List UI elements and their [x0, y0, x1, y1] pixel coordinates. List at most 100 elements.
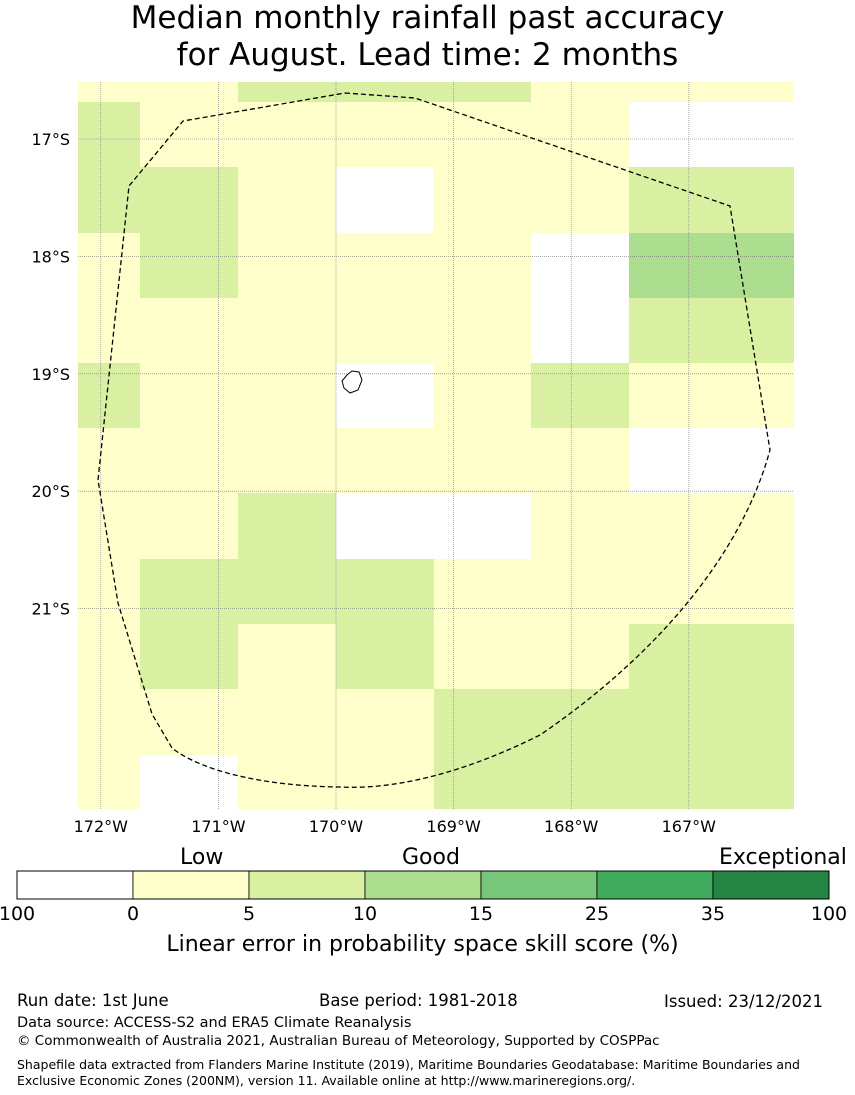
- colorbar-tick: 35: [700, 903, 726, 925]
- title-line-2: for August. Lead time: 2 months: [176, 37, 679, 73]
- colorbar-swatch: [364, 870, 482, 900]
- grid-cell: [434, 689, 531, 755]
- grid-cell: [336, 493, 434, 559]
- grid-cell: [531, 755, 629, 809]
- grid-cell: [238, 624, 336, 689]
- grid-cell: [78, 755, 140, 809]
- grid-cell: [336, 233, 434, 298]
- grid-cell: [531, 689, 629, 755]
- colorbar-swatch: [480, 870, 598, 900]
- map-title: Median monthly rainfall past accuracy fo…: [0, 0, 855, 74]
- grid-cell: [531, 298, 629, 363]
- grid-cell: [238, 82, 336, 102]
- grid-cell: [78, 624, 140, 689]
- grid-cell: [629, 624, 727, 689]
- grid-cell: [140, 233, 238, 298]
- grid-cell: [727, 624, 794, 689]
- grid-cell: [727, 167, 794, 233]
- grid-cell: [238, 298, 336, 363]
- grid-cell: [629, 102, 727, 167]
- grid-cell: [531, 559, 629, 624]
- grid-cell: [78, 689, 140, 755]
- grid-cell: [629, 363, 727, 428]
- category-exceptional: Exceptional: [719, 845, 847, 870]
- grid-cell: [629, 233, 727, 298]
- grid-cell: [629, 559, 727, 624]
- grid-cell: [140, 428, 238, 493]
- copyright: © Commonwealth of Australia 2021, Austra…: [17, 1033, 660, 1049]
- colorbar-swatch: [248, 870, 366, 900]
- latitude-tick-label: 18°S: [31, 247, 70, 266]
- grid-cell: [238, 689, 336, 755]
- grid-cell: [336, 624, 434, 689]
- longitude-tick-label: 171°W: [191, 817, 246, 836]
- skill-grid: [78, 82, 794, 809]
- longitude-labels: 172°W 171°W 170°W 169°W 168°W 167°W: [74, 817, 717, 836]
- grid-cell: [531, 624, 629, 689]
- grid-cell: [629, 755, 727, 809]
- grid-cell: [434, 559, 531, 624]
- colorbar-swatch: [712, 870, 830, 900]
- grid-cell: [336, 559, 434, 624]
- grid-cell: [727, 428, 794, 493]
- grid-cell: [238, 233, 336, 298]
- colorbar-tick: 25: [584, 903, 610, 925]
- grid-cell: [727, 82, 794, 102]
- grid-cell: [531, 102, 629, 167]
- grid-cell: [238, 167, 336, 233]
- grid-cell: [434, 233, 531, 298]
- grid-cell: [629, 689, 727, 755]
- grid-cell: [531, 493, 629, 559]
- grid-cell: [238, 493, 336, 559]
- data-source: Data source: ACCESS-S2 and ERA5 Climate …: [17, 1015, 412, 1031]
- grid-cell: [140, 624, 238, 689]
- grid-cell: [629, 82, 727, 102]
- grid-cell: [727, 233, 794, 298]
- grid-cell: [238, 363, 336, 428]
- colorbar-title: Linear error in probability space skill …: [166, 932, 679, 957]
- grid-cell: [336, 689, 434, 755]
- colorbar-tick: 5: [242, 903, 256, 925]
- grid-cell: [434, 428, 531, 493]
- grid-cell: [238, 755, 336, 809]
- grid-cell: [434, 298, 531, 363]
- colorbar-tick: 0: [126, 903, 140, 925]
- grid-cell: [78, 167, 140, 233]
- colorbar-tick: 10: [352, 903, 378, 925]
- grid-cell: [140, 102, 238, 167]
- grid-cell: [434, 167, 531, 233]
- island-outline: [341, 370, 363, 394]
- grid-cell: [78, 559, 140, 624]
- grid-cell: [238, 102, 336, 167]
- colorbar-frame: [16, 870, 830, 900]
- eez-boundary: [97, 92, 771, 788]
- grid-cell: [727, 559, 794, 624]
- grid-cell: [727, 493, 794, 559]
- grid-cell: [336, 428, 434, 493]
- grid-cell: [140, 298, 238, 363]
- grid-cell: [727, 298, 794, 363]
- grid-cell: [727, 102, 794, 167]
- grid-cell: [629, 167, 727, 233]
- longitude-tick-label: 169°W: [426, 817, 481, 836]
- grid-cell: [531, 233, 629, 298]
- latitude-tick-label: 21°S: [31, 600, 70, 619]
- run-date: Run date: 1st June: [17, 991, 169, 1010]
- category-good: Good: [402, 845, 460, 870]
- graticule: [78, 82, 794, 809]
- grid-cell: [140, 755, 238, 809]
- latitude-labels: 17°S 18°S 19°S 20°S 21°S: [31, 130, 70, 619]
- colorbar-swatch: [132, 870, 250, 900]
- grid-cell: [434, 363, 531, 428]
- category-low: Low: [180, 845, 224, 870]
- base-period: Base period: 1981-2018: [319, 991, 518, 1010]
- colorbar-swatch: [596, 870, 714, 900]
- longitude-tick-label: 168°W: [544, 817, 599, 836]
- grid-cell: [531, 363, 629, 428]
- grid-cell: [140, 493, 238, 559]
- issued-date: Issued: 23/12/2021: [664, 992, 824, 1011]
- longitude-tick-label: 170°W: [309, 817, 364, 836]
- latitude-tick-label: 19°S: [31, 365, 70, 384]
- grid-cell: [78, 298, 140, 363]
